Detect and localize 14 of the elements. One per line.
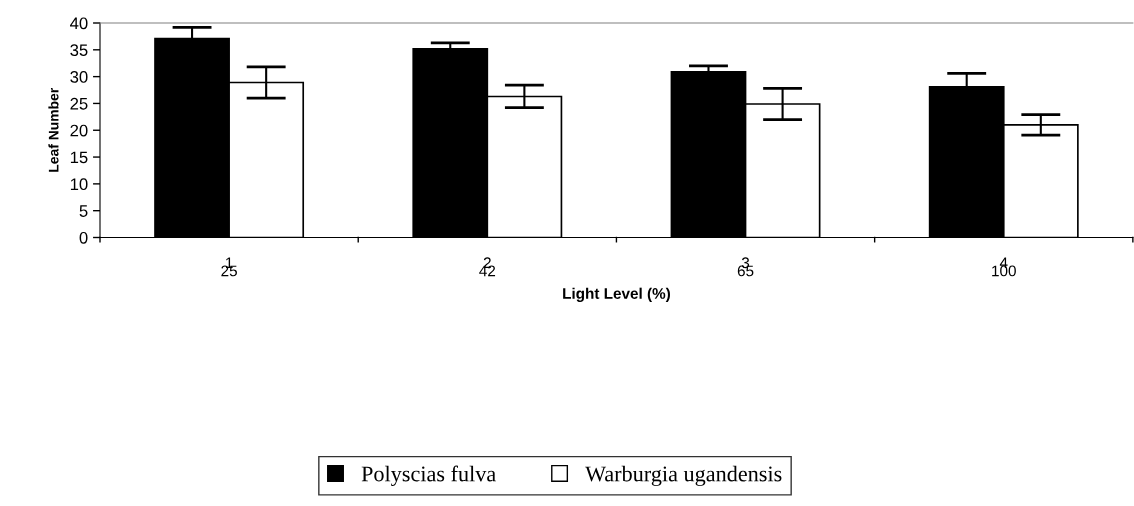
x-tick-label: 4 100 [992,257,1016,277]
y-tick-label: 10 [70,178,88,191]
y-tick-label: 0 [79,231,88,244]
y-tick-label: 25 [70,97,88,110]
y-tick-label: 40 [70,17,88,30]
y-tick-label: 20 [70,124,88,137]
y-tick-label: 35 [70,44,88,57]
legend-label: Warburgia ugandensis [585,465,782,486]
y-axis-title: Leaf Number [48,88,59,172]
y-tick-label: 30 [70,71,88,83]
y-tick-label: 15 [70,151,88,164]
y-tick-label: 5 [79,205,88,217]
x-axis-title: Light Level (%) [563,287,670,302]
legend-label: Polyscias fulva [361,465,496,486]
